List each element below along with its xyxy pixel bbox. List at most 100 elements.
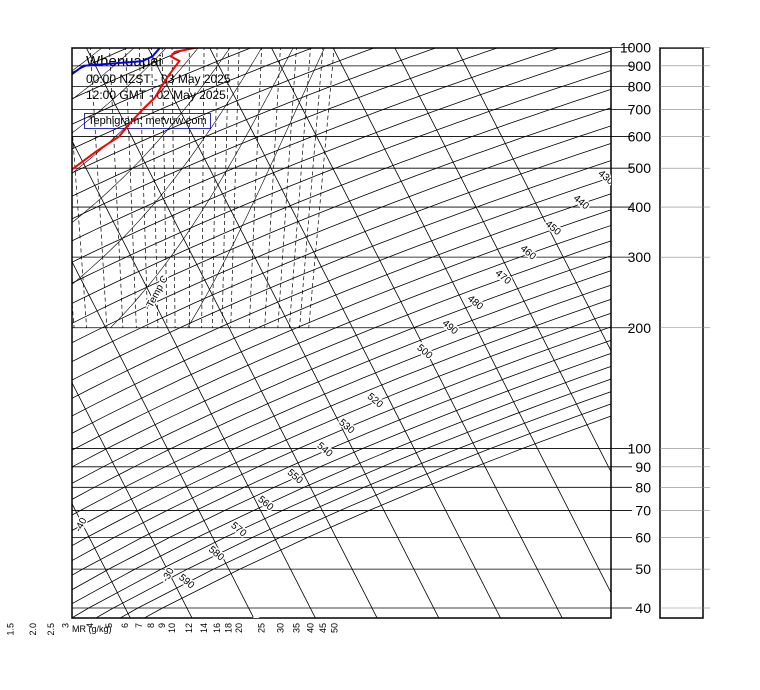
dry-adiabat-line — [72, 255, 611, 484]
mixing-ratio-line — [0, 39, 14, 328]
pressure-tick-label: 60 — [635, 529, 651, 545]
mixing-ratio-line — [72, 297, 75, 328]
theta-label: 530 — [336, 417, 356, 436]
mixing-ratio-line — [299, 48, 324, 328]
moist-adiabat-line — [72, 48, 199, 174]
isotherm-label: 20 — [511, 649, 526, 664]
theta-label: 570 — [228, 520, 248, 539]
dry-adiabat-line — [72, 312, 611, 547]
isotherm-label: 20 — [241, 30, 256, 45]
mixing-ratio-line — [109, 48, 124, 328]
mixing-ratio-line — [277, 48, 297, 328]
mixing-ratio-line — [230, 48, 240, 328]
pressure-tick-label: 800 — [628, 78, 652, 94]
dry-adiabat-line — [72, 88, 611, 304]
mixing-ratio-line — [289, 48, 311, 328]
mixing-ratio-line — [308, 48, 335, 328]
mixing-ratio-line — [161, 48, 168, 328]
isotherm-line — [0, 39, 27, 658]
pressure-tick-label: 200 — [628, 320, 652, 336]
theta-label: 350 — [578, 28, 598, 47]
theta-label: 330 — [453, 28, 473, 47]
isotherm-label: -40 — [73, 516, 90, 534]
mixing-ratio-line — [248, 48, 263, 328]
plot-frame — [71, 47, 612, 619]
isotherm-line — [72, 381, 193, 618]
pressure-tick-label: 40 — [635, 600, 651, 616]
mixing-ratio-tick-label: 2.0 — [28, 623, 38, 636]
mixing-ratio-tick-label: 40 — [306, 623, 316, 633]
isotherm-label: 50 — [696, 649, 711, 664]
pressure-tick-label: 50 — [635, 561, 651, 577]
moist-adiabat-line — [110, 48, 294, 329]
pressure-tick-label: 1000 — [620, 40, 651, 56]
dry-adiabat-line — [72, 270, 611, 500]
moist-adiabat-line — [72, 48, 103, 72]
isotherm-line — [147, 48, 440, 618]
theta-label: 490 — [440, 318, 460, 337]
mixing-ratio-line — [125, 48, 137, 328]
dry-adiabat-line — [119, 403, 611, 618]
theta-label: Pot Temp K — [0, 342, 8, 383]
isotherm-label: 0 — [389, 652, 402, 662]
dry-adiabat-line — [72, 48, 314, 150]
mixing-ratio-tick-label: 20 — [234, 623, 244, 633]
theta-label: 310 — [328, 28, 348, 47]
dry-adiabat-line — [143, 415, 611, 618]
theta-label: 270 — [77, 28, 97, 47]
dry-adiabat-line — [72, 143, 611, 363]
mixing-ratio-tick-label: 1.5 — [6, 623, 16, 636]
moist-adiabat-line — [72, 48, 262, 285]
mixing-ratio-tick-label: 7 — [134, 623, 144, 628]
dry-adiabat-line — [72, 48, 252, 125]
mixing-ratio-tick-label: 18 — [224, 623, 234, 633]
dry-adiabat-line — [72, 160, 611, 381]
theta-label: 370 — [703, 28, 723, 47]
isotherm-line — [72, 139, 316, 618]
isotherm-label: 30 — [573, 649, 588, 664]
pressure-tick-label: 500 — [628, 160, 652, 176]
dry-adiabat-line — [0, 31, 104, 658]
theta-label: 280 — [140, 28, 160, 47]
pressure-tick-label: 70 — [635, 503, 651, 519]
pressure-tick-label: 600 — [628, 128, 652, 144]
mixing-ratio-line — [264, 48, 281, 328]
theta-label: 320 — [390, 28, 410, 47]
dry-adiabat-line — [72, 298, 611, 531]
dewpoint-profile — [72, 48, 161, 76]
theta-label: 500 — [414, 343, 434, 362]
mixing-ratio-line — [138, 48, 149, 328]
dry-adiabat-line — [72, 48, 129, 73]
mixing-ratio-tick-label: 2.5 — [46, 623, 56, 636]
theta-label: 430 — [596, 168, 616, 187]
mixing-ratio-tick-label: 9 — [157, 623, 167, 628]
temperature-profile — [72, 48, 198, 171]
isotherm-label: -50 — [0, 468, 4, 486]
mixing-ratio-line — [0, 39, 1, 328]
isotherm-line — [72, 260, 255, 618]
moist-adiabat-line — [0, 39, 82, 328]
theta-label: 380 — [732, 37, 752, 56]
pressure-tick-label: 80 — [635, 479, 651, 495]
isotherm-label: 30 — [302, 30, 317, 45]
dry-adiabat-line — [72, 107, 611, 324]
theta-label: 470 — [493, 268, 513, 287]
mixing-ratio-line — [221, 48, 229, 328]
theta-label: 390 — [704, 64, 724, 83]
mixing-ratio-tick-label: 4 — [85, 623, 95, 628]
mixing-ratio-tick-label: 6 — [120, 623, 130, 628]
theta-label: 300 — [265, 28, 285, 47]
moist-adiabat-line — [187, 48, 325, 328]
dry-adiabat-line — [72, 50, 611, 263]
isotherm-label: 10 — [179, 30, 194, 45]
isotherm-line — [72, 502, 131, 618]
dry-adiabat-line — [72, 48, 437, 197]
moist-adiabat-line — [0, 39, 51, 328]
dry-adiabat-line — [72, 48, 499, 220]
theta-label: 440 — [571, 193, 591, 212]
mixing-ratio-tick-label: 12 — [184, 623, 194, 633]
theta-label: 260 — [15, 28, 35, 47]
pressure-tick-label: 400 — [628, 199, 652, 215]
mixing-ratio-line — [212, 48, 218, 328]
